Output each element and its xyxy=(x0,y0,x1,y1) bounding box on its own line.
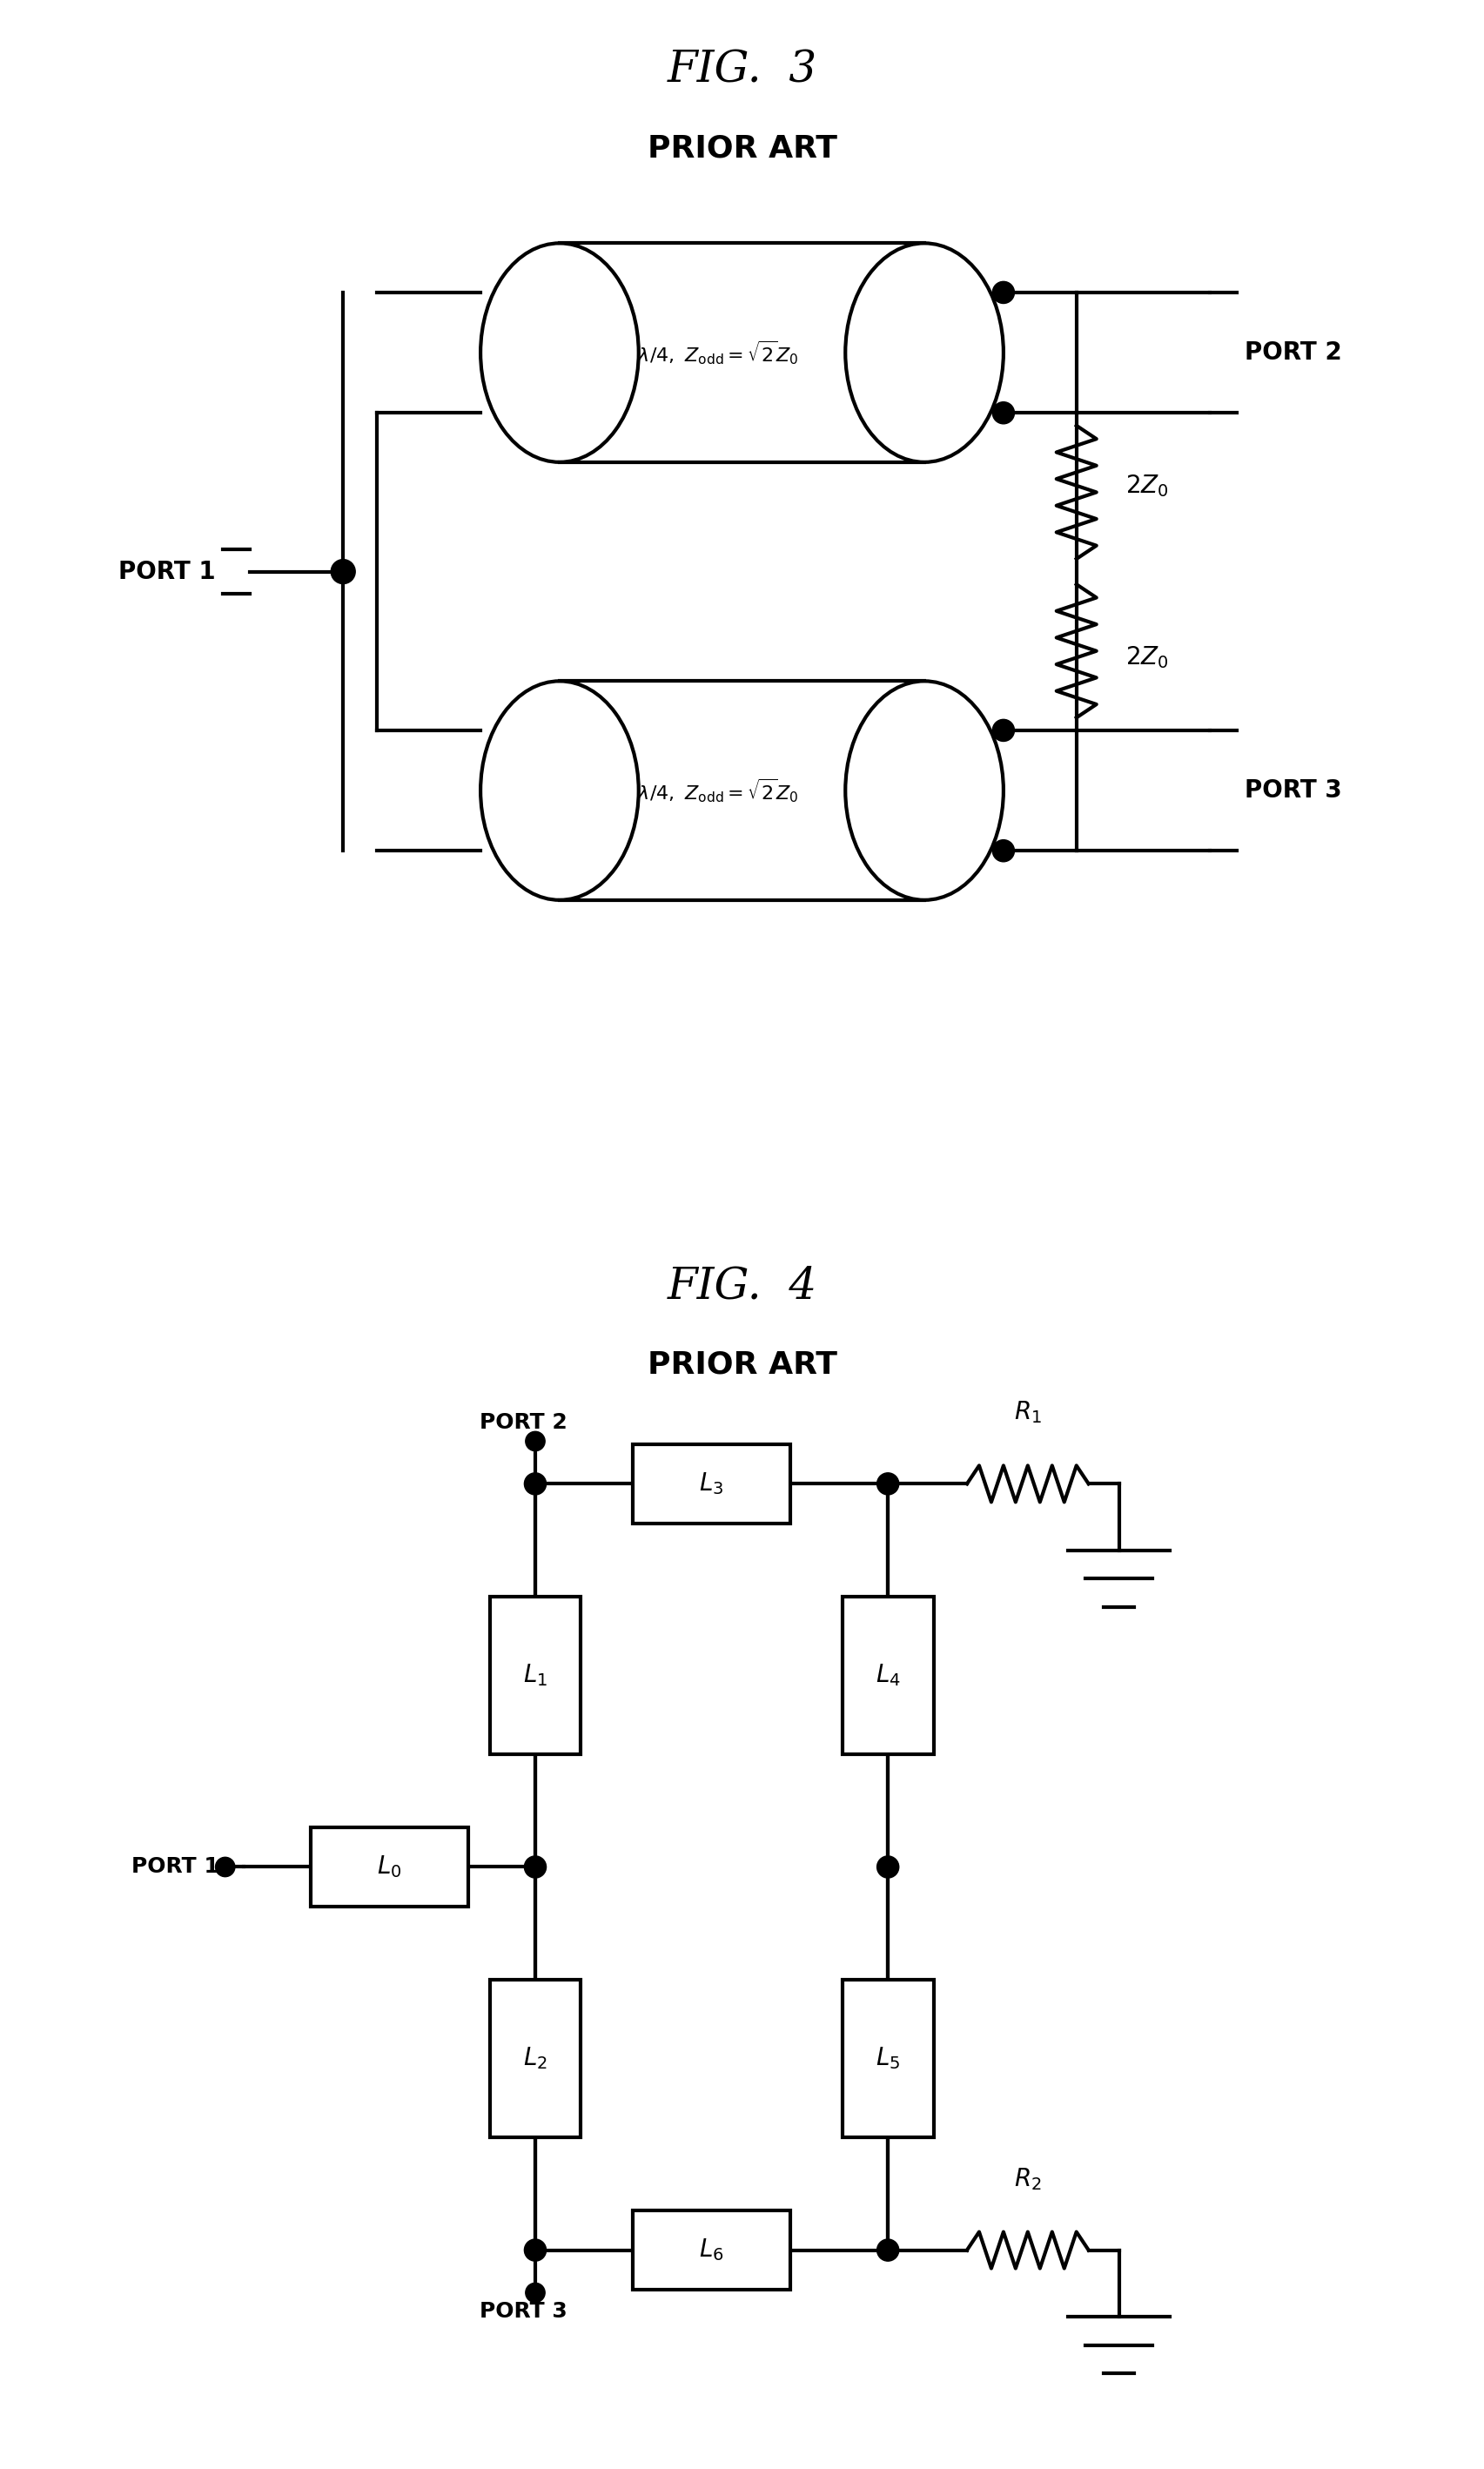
Text: PORT 2: PORT 2 xyxy=(479,1412,567,1432)
Circle shape xyxy=(877,1857,899,1879)
Bar xyxy=(490,1980,580,2138)
Ellipse shape xyxy=(481,244,638,462)
Text: $\lambda/4,\ Z_\mathrm{odd} = \sqrt{2}Z_0$: $\lambda/4,\ Z_\mathrm{odd} = \sqrt{2}Z_… xyxy=(637,778,798,805)
Circle shape xyxy=(993,281,1015,304)
Text: $L_5$: $L_5$ xyxy=(876,2047,901,2071)
Text: $L_1$: $L_1$ xyxy=(522,1662,548,1689)
Bar xyxy=(632,2210,791,2289)
Text: PRIOR ART: PRIOR ART xyxy=(647,1351,837,1380)
Bar xyxy=(632,1444,791,1523)
Ellipse shape xyxy=(846,681,1003,901)
Ellipse shape xyxy=(481,681,638,901)
Circle shape xyxy=(524,2239,546,2262)
Text: FIG.  4: FIG. 4 xyxy=(666,1264,818,1309)
Bar xyxy=(843,1597,933,1755)
Text: $R_1$: $R_1$ xyxy=(1014,1400,1042,1425)
Circle shape xyxy=(331,560,355,583)
Text: $L_2$: $L_2$ xyxy=(524,2047,548,2071)
Text: $L_3$: $L_3$ xyxy=(699,1472,724,1496)
Circle shape xyxy=(525,1432,545,1452)
Circle shape xyxy=(877,1474,899,1494)
Circle shape xyxy=(993,839,1015,862)
Bar xyxy=(310,1827,469,1906)
Text: PORT 3: PORT 3 xyxy=(1244,778,1342,802)
Circle shape xyxy=(524,1857,546,1879)
Text: $R_2$: $R_2$ xyxy=(1014,2165,1042,2192)
Text: $2Z_0$: $2Z_0$ xyxy=(1125,644,1168,669)
Text: $\lambda/4,\ Z_\mathrm{odd} = \sqrt{2}Z_0$: $\lambda/4,\ Z_\mathrm{odd} = \sqrt{2}Z_… xyxy=(637,338,798,365)
Text: FIG.  3: FIG. 3 xyxy=(666,49,818,91)
Text: $2Z_0$: $2Z_0$ xyxy=(1125,474,1168,499)
Circle shape xyxy=(215,1857,234,1876)
Text: PORT 1: PORT 1 xyxy=(131,1857,220,1876)
Ellipse shape xyxy=(846,244,1003,462)
Text: $L_6$: $L_6$ xyxy=(699,2237,724,2264)
Circle shape xyxy=(877,2239,899,2262)
Circle shape xyxy=(524,1474,546,1494)
Text: PRIOR ART: PRIOR ART xyxy=(647,133,837,163)
Bar xyxy=(559,681,925,901)
Circle shape xyxy=(993,402,1015,425)
Text: PORT 1: PORT 1 xyxy=(119,560,215,583)
Circle shape xyxy=(993,718,1015,741)
Circle shape xyxy=(525,2284,545,2304)
Text: $L_4$: $L_4$ xyxy=(876,1662,901,1689)
Bar xyxy=(559,244,925,462)
Bar xyxy=(490,1597,580,1755)
Bar xyxy=(843,1980,933,2138)
Text: PORT 3: PORT 3 xyxy=(479,2301,567,2323)
Text: $L_0$: $L_0$ xyxy=(377,1854,402,1879)
Text: PORT 2: PORT 2 xyxy=(1244,341,1342,365)
